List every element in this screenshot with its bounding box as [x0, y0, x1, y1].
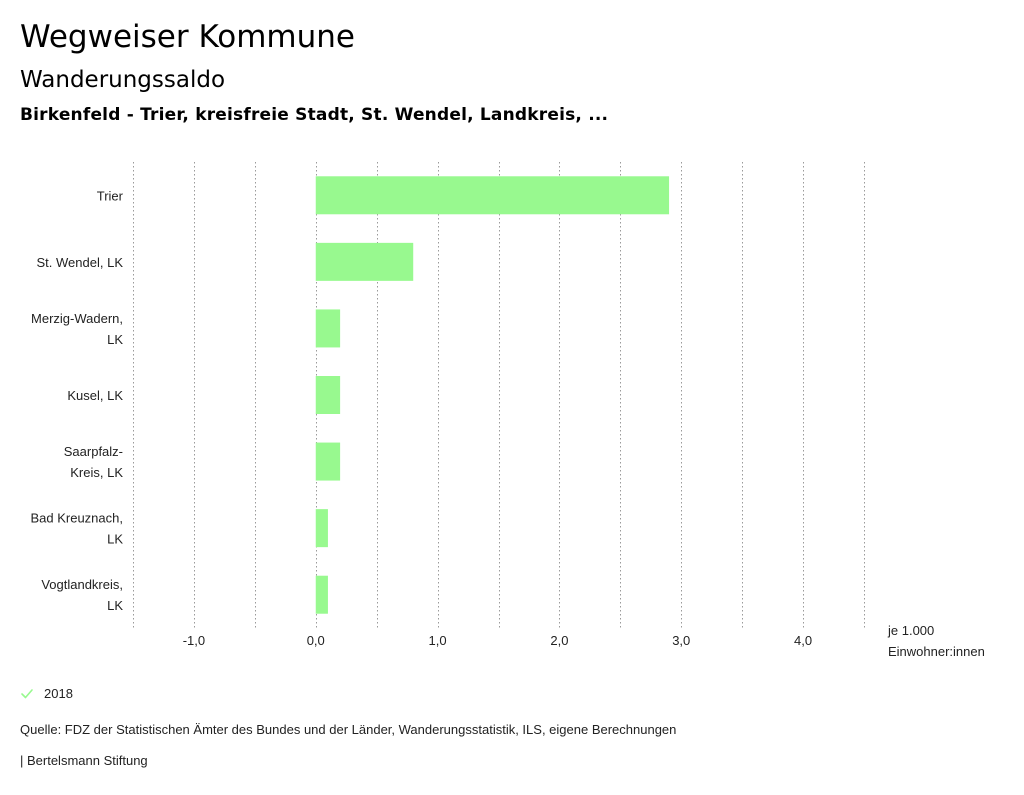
bar[interactable]	[315, 442, 341, 481]
category-label: Kreis, LK	[70, 465, 123, 480]
bar[interactable]	[315, 376, 341, 414]
x-unit-label-line: Einwohner:innen	[888, 644, 985, 659]
bar[interactable]	[315, 242, 414, 281]
x-tick-labels: -1,0 0,0 1,0 2,0 3,0 4,0	[183, 633, 812, 648]
x-tick-label: 2,0	[550, 633, 568, 648]
bar[interactable]	[315, 575, 328, 614]
category-label: LK	[107, 532, 123, 547]
category-label: Bad Kreuznach,	[30, 511, 123, 526]
category-label: St. Wendel, LK	[37, 255, 124, 270]
x-unit-label-line: je 1.000	[887, 623, 934, 638]
x-tick-label: -1,0	[183, 633, 205, 648]
category-label: Merzig-Wadern,	[31, 311, 123, 326]
credit-note: | Bertelsmann Stiftung	[20, 753, 148, 768]
category-label: Saarpfalz-	[64, 444, 123, 459]
bar-layer	[315, 176, 670, 614]
x-unit-label: je 1.000 Einwohner:innen	[887, 623, 985, 659]
x-tick-label: 3,0	[672, 633, 690, 648]
category-labels: Trier St. Wendel, LK Merzig-Wadern, LK Kusel…	[30, 188, 123, 613]
bar[interactable]	[315, 176, 670, 215]
x-tick-label: 0,0	[307, 633, 325, 648]
bar-chart: Trier St. Wendel, LK Merzig-Wadern, LK Kusel…	[30, 162, 985, 659]
legend[interactable]: 2018	[20, 683, 73, 703]
category-label: Trier	[97, 188, 124, 203]
source-note: Quelle: FDZ der Statistischen Ämter des …	[20, 722, 677, 737]
x-tick-label: 4,0	[794, 633, 812, 648]
category-label: LK	[107, 598, 123, 613]
category-label: Vogtlandkreis,	[41, 577, 123, 592]
bar[interactable]	[315, 309, 341, 348]
category-label: Kusel, LK	[67, 388, 123, 403]
chart-title: Wegweiser Kommune	[20, 19, 355, 55]
x-tick-label: 1,0	[429, 633, 447, 648]
legend-label-2018: 2018	[44, 685, 73, 701]
category-label: LK	[107, 332, 123, 347]
region-selection: Birkenfeld - Trier, kreisfreie Stadt, St…	[20, 105, 609, 125]
chart-subtitle: Wanderungssaldo	[20, 67, 226, 93]
grid-layer	[133, 162, 865, 628]
bar[interactable]	[315, 509, 328, 548]
check-icon[interactable]	[20, 686, 34, 700]
